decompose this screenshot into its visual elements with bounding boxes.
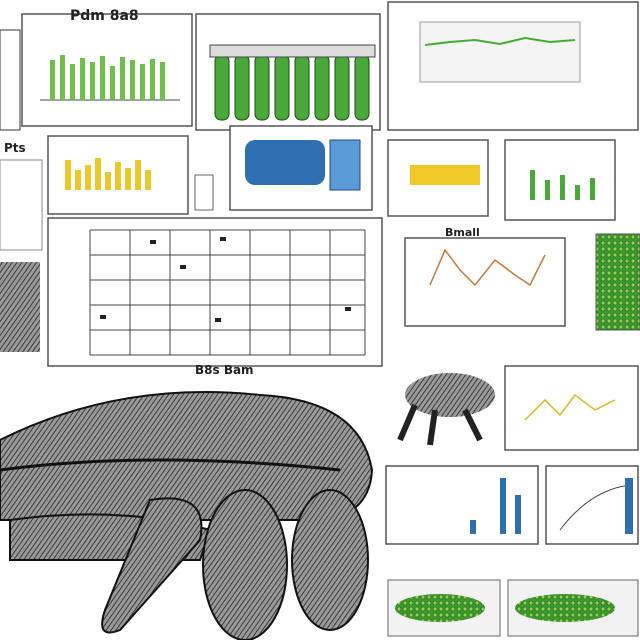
croc [515,594,615,622]
creature-thumb [0,262,40,352]
label: Pts [4,141,26,155]
panel-green-bars [504,139,616,221]
panel-line-chart [387,1,639,131]
croc [395,594,485,622]
panel-yellow-bars [47,135,189,215]
small-creature [397,373,495,446]
label: Pdm 8a8 [70,8,139,24]
panel-scatter [47,217,383,367]
panel-blue-bars [385,465,539,545]
panel-device [229,125,373,211]
panel-yellow-line [504,365,639,451]
panel-orange-line [404,237,566,327]
panel-blue-line [545,465,639,545]
large-creature [0,388,378,640]
panel-yellow-chart [387,139,489,217]
panel-bar-chart [21,13,193,127]
edge-panel [0,29,21,131]
panel-cylinders [195,13,381,131]
label: Bmall [445,226,480,239]
label: B8s Bam [195,363,254,377]
edge-panel [0,159,43,251]
map-thumb [595,233,640,331]
edge-panel [194,174,214,211]
